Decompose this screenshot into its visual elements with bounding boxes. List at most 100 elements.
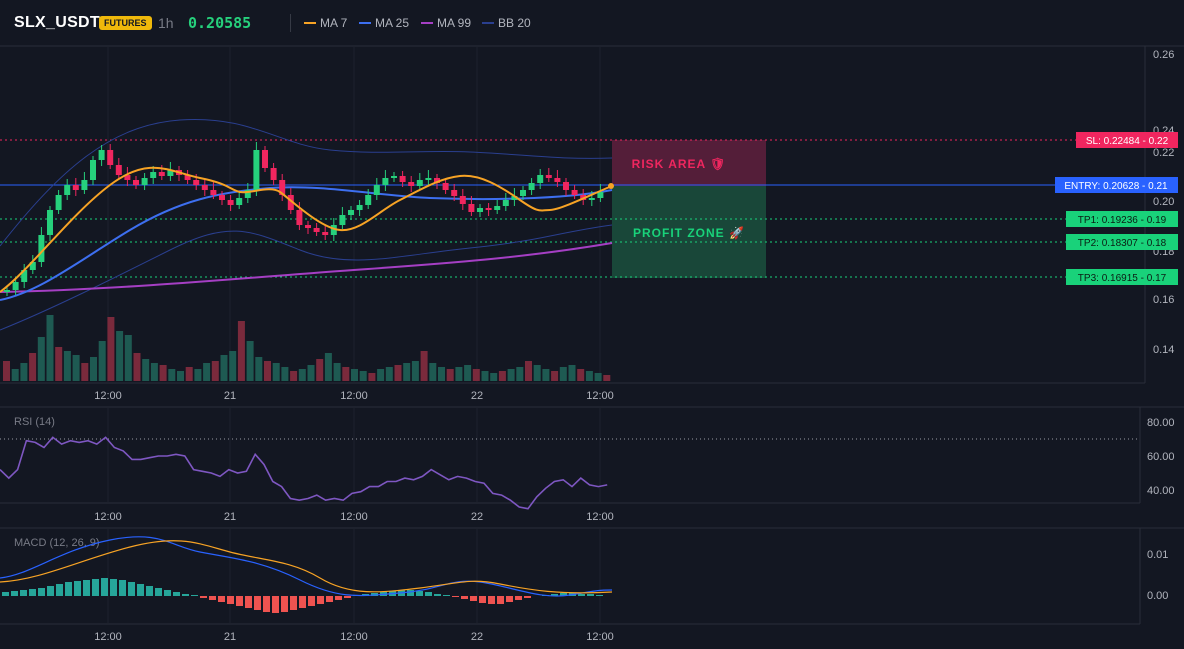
candle-body [244,190,251,198]
volume-bar [272,363,280,381]
macd-hist-bar [434,594,441,596]
macd-hist-bar [326,596,333,602]
candle-body [29,262,36,270]
macd-title[interactable]: MACD (12, 26, 9) [14,537,100,549]
macd-hist-bar [524,596,531,598]
macd-hist-bar [470,596,477,601]
macd-hist-bar [551,594,558,596]
bb20-label: BB 20 [498,16,531,30]
macd-hist-bar [416,591,423,596]
candle-body [150,172,157,178]
entry-label: ENTRY: 0.20628 - 0.21 [1064,181,1168,192]
volume-bar [446,369,454,381]
macd-hist-bar [218,596,225,602]
time-axis-main[interactable]: 12:00 21 12:00 22 12:00 [94,390,614,402]
candle-body [494,206,501,210]
legend-ma25[interactable]: MA 25 [359,16,409,30]
volume-bar [403,363,411,381]
ma7-label: MA 7 [320,16,348,30]
price-axis[interactable]: 0.26 0.24 0.22 0.20 0.18 0.16 0.14 [1153,49,1174,356]
macd-hist-bar [173,592,180,596]
candle-body [55,195,62,210]
bollinger-bands [0,118,613,331]
candle-body [434,178,440,183]
volume-bar [90,357,97,381]
candle-body [554,178,561,182]
macd-hist-bar [254,596,261,610]
time-tick: 12:00 [586,511,614,523]
candle-body [408,182,415,186]
candle-body [141,178,148,185]
profit-zone[interactable] [612,186,766,278]
time-axis-rsi[interactable]: 12:00 21 12:00 22 12:00 [94,511,614,523]
candle-body [98,150,105,160]
profit-zone-label: PROFIT ZONE 🚀 [633,226,745,240]
volume-bar [107,317,115,381]
volume-bar [455,367,463,381]
time-tick: 21 [224,511,236,523]
volume-bar [525,361,532,381]
volume-bar [246,341,254,381]
volume-bar [185,367,193,381]
macd-axis[interactable]: 0.01 0.00 [1147,549,1168,602]
candle-body [468,204,475,212]
bb-upper [0,118,613,247]
candle-body [563,182,569,190]
price-tick: 0.20 [1153,196,1174,208]
ma25-label: MA 25 [375,16,410,30]
candle-body [451,190,458,196]
macd-hist-bar [128,582,135,596]
macd-hist-bar [308,596,315,606]
macd-hist-bar [452,596,459,597]
candle-body [373,185,380,195]
candle-body [253,150,260,190]
ma7-line [0,166,613,293]
candle-body [597,192,604,198]
macd-hist-bar [65,582,72,596]
macd-hist-bar [20,590,27,596]
volume-bar [472,369,480,381]
candle-body [210,190,217,195]
time-tick: 21 [224,631,236,643]
sl-label: SL: 0.22484 - 0.22 [1086,136,1169,147]
macd-hist-bar [164,590,171,596]
volume-bar [281,367,289,381]
candle-body [64,185,71,195]
volume-bar [568,365,576,381]
legend-ma99[interactable]: MA 99 [421,16,471,30]
legend-ma7[interactable]: MA 7 [304,16,347,30]
rsi-title[interactable]: RSI (14) [14,416,55,428]
volume-bar [177,371,184,381]
candle-body [227,200,234,205]
symbol-name[interactable]: SLX_USDT [14,14,100,31]
volume-bar [55,347,63,381]
volume-bar [168,369,176,381]
candlesticks[interactable] [4,142,604,296]
rsi-axis[interactable]: 80.00 60.00 40.00 [1147,417,1175,497]
candle-body [330,225,337,235]
time-tick: 12:00 [94,390,122,402]
macd-hist-bar [299,596,306,608]
interval-label[interactable]: 1h [158,15,174,31]
volume-bar [316,359,324,381]
volume-bar [594,373,602,381]
risk-area-zone[interactable] [612,140,766,186]
volume-bar [124,335,132,381]
time-axis-macd[interactable]: 12:00 21 12:00 22 12:00 [94,631,614,643]
candle-body [158,172,165,176]
tp3-label-bg [1066,269,1178,285]
macd-hist-bar [56,584,63,596]
volume-bar [464,365,472,381]
volume-bar [290,371,298,381]
volume-bar [307,365,315,381]
macd-hist-bar [236,596,243,606]
macd-hist-bar [425,592,432,596]
time-tick: 12:00 [340,390,368,402]
legend-bb20[interactable]: BB 20 [482,16,531,30]
candle-body [90,160,96,180]
time-tick: 22 [471,511,483,523]
volume-bar [324,353,332,381]
tp2-label-bg [1066,234,1178,250]
volume-bar [577,369,585,381]
